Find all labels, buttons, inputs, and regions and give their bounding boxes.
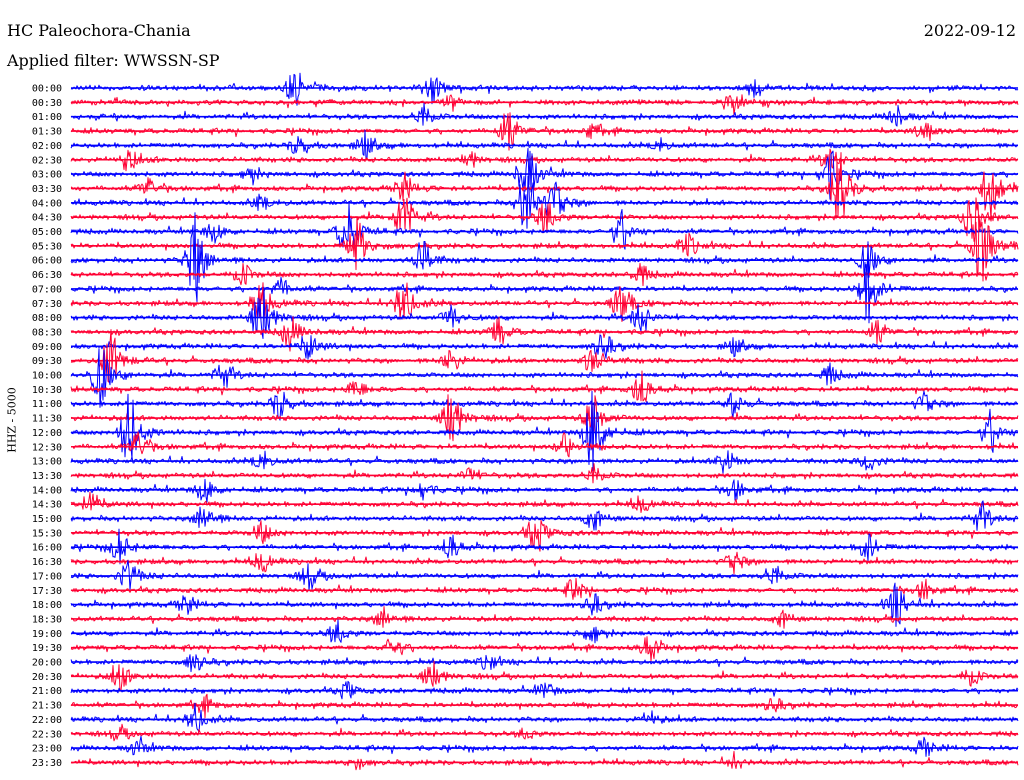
time-tick-label: 00:30 xyxy=(32,98,62,109)
trace-0000 xyxy=(70,72,1019,106)
time-tick-label: 02:30 xyxy=(32,155,62,166)
time-tick-label: 06:30 xyxy=(32,270,62,281)
time-tick-label: 09:30 xyxy=(32,356,62,367)
record-date: 2022-09-12 xyxy=(923,21,1016,40)
trace-1730 xyxy=(70,577,1019,600)
trace-1630 xyxy=(70,551,1019,575)
time-tick-label: 13:00 xyxy=(32,457,62,468)
time-tick-label: 08:00 xyxy=(32,313,62,324)
trace-0100 xyxy=(70,102,1019,127)
time-tick-label: 16:30 xyxy=(32,557,62,568)
filter-label: Applied filter: WWSSN-SP xyxy=(7,51,220,70)
trace-1300 xyxy=(70,450,1019,474)
trace-0800 xyxy=(70,286,1019,339)
trace-0400 xyxy=(70,175,1019,229)
station-title: HC Paleochora-Chania xyxy=(7,21,191,40)
time-tick-label: 08:30 xyxy=(32,327,62,338)
time-tick-label: 23:30 xyxy=(32,758,62,769)
time-tick-label: 23:00 xyxy=(32,744,62,755)
time-tick-label: 14:30 xyxy=(32,500,62,511)
trace-1830 xyxy=(71,606,1019,629)
time-tick-label: 17:00 xyxy=(32,571,62,582)
trace-0030 xyxy=(70,94,1019,116)
trace-2000 xyxy=(70,654,1019,673)
time-tick-label: 09:00 xyxy=(32,342,62,353)
time-tick-label: 13:30 xyxy=(32,471,62,482)
time-tick-label: 17:30 xyxy=(32,586,62,597)
trace-1900 xyxy=(70,619,1019,644)
trace-1230 xyxy=(71,431,1019,458)
trace-2330 xyxy=(70,750,1019,771)
time-tick-label: 19:00 xyxy=(32,629,62,640)
time-tick-label: 12:00 xyxy=(32,428,62,439)
time-tick-label: 18:00 xyxy=(32,600,62,611)
time-tick-label: 20:30 xyxy=(32,672,62,683)
time-tick-label: 10:00 xyxy=(32,371,62,382)
time-tick-label: 21:30 xyxy=(32,701,62,712)
time-tick-label: 18:30 xyxy=(32,614,62,625)
time-tick-label: 05:00 xyxy=(32,227,62,238)
time-tick-label: 06:00 xyxy=(32,256,62,267)
time-tick-label: 07:30 xyxy=(32,299,62,310)
trace-1400 xyxy=(70,478,1019,503)
trace-2230 xyxy=(70,723,1019,742)
time-tick-label: 04:00 xyxy=(32,198,62,209)
time-tick-label: 16:00 xyxy=(32,543,62,554)
time-tick-label: 07:00 xyxy=(32,284,62,295)
time-tick-label: 19:30 xyxy=(32,643,62,654)
time-tick-label: 15:30 xyxy=(32,528,62,539)
trace-0900 xyxy=(70,334,1019,360)
trace-2130 xyxy=(70,693,1019,719)
trace-2030 xyxy=(70,660,1019,692)
time-tick-label: 01:30 xyxy=(32,127,62,138)
trace-2300 xyxy=(70,735,1019,757)
trace-2200 xyxy=(70,702,1019,733)
time-tick-label: 04:30 xyxy=(32,213,62,224)
time-tick-label: 03:00 xyxy=(32,170,62,181)
time-tick-label: 21:00 xyxy=(32,686,62,697)
trace-1430 xyxy=(70,491,1019,513)
time-tick-label: 20:00 xyxy=(32,658,62,669)
time-tick-label: 01:00 xyxy=(32,112,62,123)
time-tick-label: 12:30 xyxy=(32,442,62,453)
time-tick-label: 22:00 xyxy=(32,715,62,726)
time-tick-label: 10:30 xyxy=(32,385,62,396)
trace-1930 xyxy=(70,636,1019,662)
time-tick-label: 05:30 xyxy=(32,241,62,252)
time-tick-label: 11:30 xyxy=(32,414,62,425)
time-tick-label: 03:30 xyxy=(32,184,62,195)
time-tick-label: 22:30 xyxy=(32,729,62,740)
time-tick-label: 02:00 xyxy=(32,141,62,152)
time-tick-label: 00:00 xyxy=(32,84,62,95)
time-tick-label: 14:00 xyxy=(32,485,62,496)
time-tick-label: 11:00 xyxy=(32,399,62,410)
trace-1330 xyxy=(70,463,1019,484)
time-tick-label: 15:00 xyxy=(32,514,62,525)
